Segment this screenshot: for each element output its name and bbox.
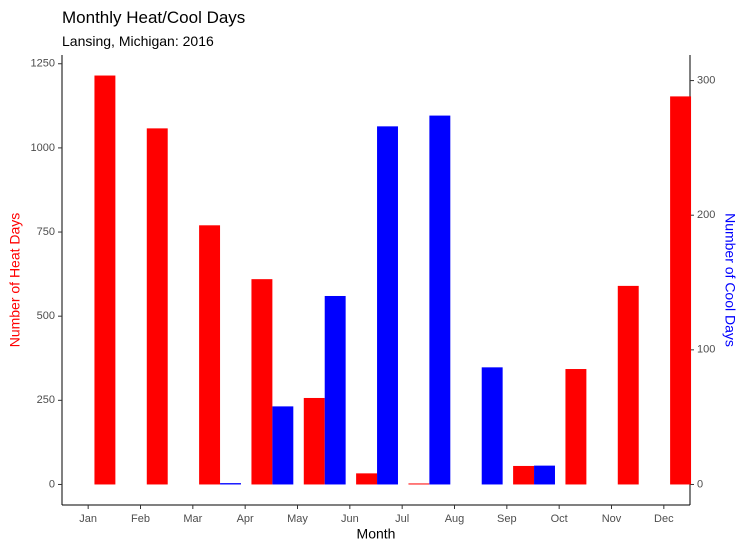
- y-tick-label: 1250: [31, 58, 55, 70]
- y-tick-label: 750: [37, 226, 55, 238]
- x-tick-label: Dec: [654, 513, 674, 525]
- x-axis-label: Month: [357, 526, 396, 542]
- y-tick-label: 500: [37, 310, 55, 322]
- bar: [303, 397, 325, 485]
- y2-tick-label: 100: [697, 344, 715, 356]
- x-tick-label: Jul: [395, 513, 409, 525]
- chart-title: Monthly Heat/Cool Days: [62, 8, 245, 27]
- x-tick-label: Sep: [497, 513, 517, 525]
- bar: [513, 465, 535, 485]
- bar: [146, 128, 168, 485]
- bar: [94, 75, 116, 485]
- chart-subtitle: Lansing, Michigan: 2016: [62, 33, 214, 49]
- bar: [377, 126, 398, 485]
- bar: [324, 295, 346, 485]
- x-tick-label: Nov: [602, 513, 622, 525]
- y2-tick-label: 0: [697, 478, 703, 490]
- y-axis-label: Number of Heat Days: [7, 213, 23, 348]
- x-tick-label: Jan: [79, 513, 97, 525]
- y2-tick-label: 300: [697, 74, 715, 86]
- bar: [565, 369, 587, 485]
- bar: [272, 406, 294, 485]
- y-tick-label: 250: [37, 394, 55, 406]
- x-tick-label: Mar: [183, 513, 202, 525]
- bar: [220, 483, 241, 485]
- bar: [481, 367, 503, 485]
- bar: [408, 483, 430, 485]
- x-tick-label: Aug: [445, 513, 465, 525]
- bar: [429, 115, 451, 485]
- x-tick-label: Apr: [237, 513, 254, 525]
- bar: [356, 473, 378, 485]
- x-tick-label: Oct: [551, 513, 568, 525]
- y-tick-label: 0: [49, 478, 55, 490]
- bar: [251, 279, 273, 485]
- x-tick-label: Jun: [341, 513, 359, 525]
- bar: [199, 225, 221, 485]
- x-tick-label: Feb: [131, 513, 150, 525]
- bar: [670, 96, 692, 485]
- y-tick-label: 1000: [31, 142, 55, 154]
- bar: [617, 285, 639, 485]
- bar: [534, 465, 555, 485]
- x-tick-label: May: [287, 513, 308, 525]
- y2-tick-label: 200: [697, 209, 715, 221]
- y2-axis-label: Number of Cool Days: [722, 213, 738, 347]
